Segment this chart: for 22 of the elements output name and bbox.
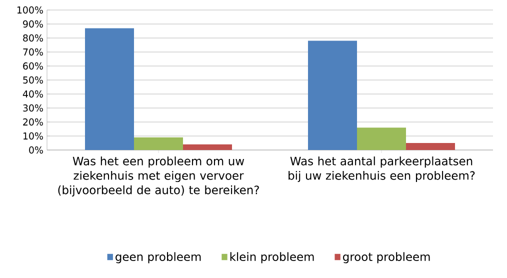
y-tick-label: 10% [23, 132, 43, 140]
legend-label: geen probleem [116, 252, 201, 264]
x-tick-label: Was het aantal parkeerplaatsen bij uw ziekenhuis een probleem? [288, 156, 475, 182]
legend-label: groot probleem [343, 252, 430, 264]
bar [85, 28, 134, 150]
y-tick-label: 80% [23, 34, 43, 42]
y-tick-label: 60% [23, 62, 43, 70]
y-tick-label: 20% [23, 118, 43, 126]
bar [308, 40, 358, 150]
y-tick-label: 0% [29, 146, 43, 154]
y-tick-label: 100% [17, 6, 43, 14]
legend-label: klein probleem [230, 252, 314, 264]
bar [134, 137, 183, 150]
y-tick-label: 70% [23, 48, 43, 56]
y-tick-label: 90% [23, 20, 43, 28]
x-tick-label: Was het een probleem om uw ziekenhuis met eigen vervoer (bijvoorbeeld de auto) te bereiken? [58, 156, 259, 196]
y-tick-label: 40% [22, 90, 43, 98]
bar [406, 143, 456, 150]
y-tick-label: 50% [23, 76, 43, 84]
y-tick-label: 30% [23, 104, 43, 112]
bar [357, 128, 406, 150]
bar [183, 144, 232, 150]
